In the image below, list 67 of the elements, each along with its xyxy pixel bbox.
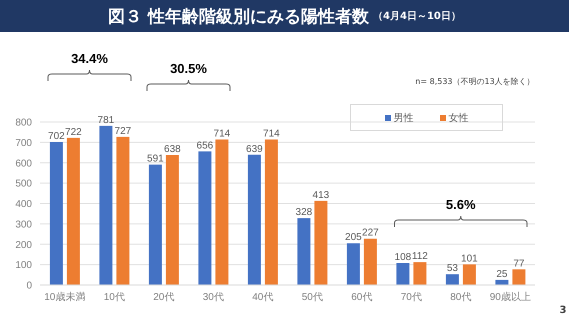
y-tick-label: 300: [15, 219, 32, 230]
data-label: 722: [65, 126, 82, 138]
data-label: 53: [446, 263, 458, 274]
bar: [314, 200, 328, 285]
x-tick-label: 80代: [450, 292, 472, 304]
data-label: 25: [496, 268, 508, 280]
data-label: 112: [412, 251, 428, 262]
text: 3: [560, 305, 567, 316]
bar: [215, 140, 228, 285]
y-tick-label: 700: [15, 138, 32, 149]
data-label: 101: [461, 253, 478, 264]
bar: [66, 138, 80, 285]
bar: [462, 264, 476, 285]
bar: [99, 126, 112, 285]
x-tick-label: 70代: [400, 292, 422, 304]
data-label: 639: [246, 144, 264, 155]
data-label: 714: [263, 128, 280, 140]
x-tick-label: 90歳以上: [490, 291, 531, 304]
y-tick-label: 0: [26, 280, 32, 292]
y-tick-label: 400: [15, 199, 32, 210]
bar: [264, 140, 278, 285]
bar: [346, 243, 360, 285]
bar: [512, 269, 526, 285]
bar: [446, 274, 459, 285]
data-label: 727: [114, 126, 132, 137]
legend-label: 女性: [448, 112, 468, 124]
data-label: 328: [296, 207, 313, 218]
bar: [297, 218, 310, 285]
x-tick-label: 10歳未満: [44, 291, 86, 304]
data-label: 702: [48, 130, 66, 142]
data-label: 781: [98, 114, 115, 126]
legend-label: 男性: [392, 112, 414, 124]
y-tick-label: 200: [15, 240, 32, 251]
y-tick-label: 800: [15, 118, 32, 129]
x-tick-label: 40代: [252, 292, 274, 304]
data-label: 638: [164, 144, 182, 156]
chart-subtitle: （4月4日～10日）: [373, 10, 461, 23]
data-label: 108: [394, 252, 412, 263]
x-tick-label: 60代: [351, 292, 372, 304]
x-tick-label: 20代: [153, 292, 174, 304]
data-label: 413: [312, 190, 330, 201]
bar: [116, 136, 130, 285]
text: 34.4%: [71, 51, 108, 66]
text: 30.5%: [170, 61, 208, 76]
bar: [396, 262, 410, 285]
text: n= 8,533（不明の13人を除く）: [415, 77, 535, 86]
bar: [50, 142, 63, 285]
bar: [364, 238, 377, 285]
x-tick-label: 50代: [302, 292, 323, 304]
bar: [148, 164, 162, 285]
bar: [166, 155, 179, 285]
y-tick-label: 100: [15, 260, 32, 272]
data-label: 656: [196, 140, 214, 152]
data-label: 591: [147, 154, 164, 165]
data-label: 205: [345, 232, 362, 244]
bar: [198, 151, 212, 285]
data-label: 714: [214, 128, 231, 140]
chart-title: 図３ 性年齢階級別にみる陽性者数: [108, 6, 370, 28]
x-tick-label: 10代: [104, 292, 125, 304]
y-tick-label: 600: [15, 158, 32, 170]
y-tick-label: 500: [15, 178, 32, 190]
annotation: 5.6%: [446, 197, 476, 212]
x-tick-label: 30代: [202, 292, 224, 304]
bar: [248, 154, 261, 285]
bar: [413, 262, 426, 285]
data-label: 227: [362, 228, 380, 239]
data-label: 77: [513, 258, 525, 270]
